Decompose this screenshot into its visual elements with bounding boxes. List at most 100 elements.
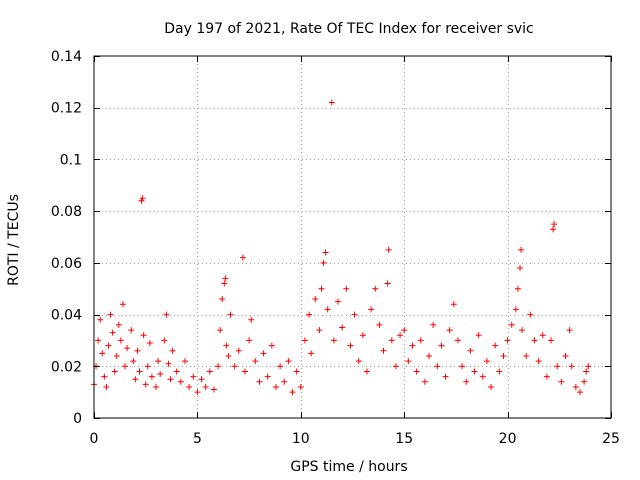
data-point: [450, 301, 457, 308]
data-point: [517, 265, 524, 272]
data-point: [227, 311, 234, 318]
data-point: [122, 363, 129, 370]
data-point: [483, 358, 490, 365]
x-tick-label: 15: [395, 431, 413, 447]
data-point: [264, 373, 271, 380]
data-point: [297, 383, 304, 390]
data-point: [231, 363, 238, 370]
data-point: [124, 345, 131, 352]
data-point: [198, 376, 205, 383]
data-point: [558, 378, 565, 385]
data-point: [385, 246, 392, 253]
data-point: [523, 352, 530, 359]
data-point: [459, 363, 466, 370]
data-point: [508, 321, 515, 328]
data-point: [566, 327, 573, 334]
data-point: [241, 368, 248, 375]
data-point: [405, 358, 412, 365]
data-point: [142, 381, 149, 388]
data-point: [531, 337, 538, 344]
data-point: [281, 378, 288, 385]
y-tick-label: 0.12: [51, 101, 82, 117]
data-point: [384, 280, 391, 287]
data-point: [111, 368, 118, 375]
grid-lines: [94, 56, 611, 418]
data-point: [312, 296, 319, 303]
data-point: [101, 373, 108, 380]
data-point: [139, 195, 146, 202]
x-tick-label: 20: [499, 431, 517, 447]
data-point: [572, 383, 579, 390]
data-point: [543, 373, 550, 380]
data-point: [161, 337, 168, 344]
data-point: [583, 368, 590, 375]
data-point: [136, 368, 143, 375]
axis-ticks: 0 5 10 15 20 25 0 0.02 0.04 0.06 0.08 0.1 0.12 0.14: [51, 49, 620, 447]
data-point: [512, 306, 519, 313]
data-points: [91, 99, 592, 396]
data-point: [163, 311, 170, 318]
data-point: [210, 386, 217, 393]
data-point: [397, 332, 404, 339]
data-point: [320, 259, 327, 266]
data-point: [426, 352, 433, 359]
x-tick-label: 25: [602, 431, 620, 447]
data-point: [239, 254, 246, 261]
data-point: [347, 342, 354, 349]
data-point: [105, 342, 112, 349]
data-point: [380, 347, 387, 354]
data-point: [330, 337, 337, 344]
data-point: [165, 360, 172, 367]
data-point: [446, 327, 453, 334]
chart-title: Day 197 of 2021, Rate Of TEC Index for r…: [164, 21, 534, 37]
data-point: [128, 327, 135, 334]
data-point: [146, 340, 153, 347]
data-point: [409, 342, 416, 349]
y-tick-label: 0.02: [51, 359, 82, 375]
data-point: [527, 311, 534, 318]
data-point: [222, 275, 229, 282]
x-tick-label: 0: [90, 431, 99, 447]
data-point: [285, 358, 292, 365]
data-point: [177, 378, 184, 385]
data-point: [235, 347, 242, 354]
y-tick-label: 0.08: [51, 204, 82, 220]
data-point: [117, 337, 124, 344]
data-point: [95, 337, 102, 344]
data-point: [585, 363, 592, 370]
data-point: [343, 285, 350, 292]
data-point: [308, 350, 315, 357]
data-point: [301, 337, 308, 344]
data-point: [277, 363, 284, 370]
y-tick-label: 0.04: [51, 308, 82, 324]
data-point: [221, 280, 228, 287]
data-point: [225, 352, 232, 359]
data-point: [421, 378, 428, 385]
data-point: [119, 301, 126, 308]
data-point: [316, 327, 323, 334]
data-point: [335, 298, 342, 305]
data-point: [401, 327, 408, 334]
data-point: [181, 358, 188, 365]
data-point: [562, 352, 569, 359]
data-point: [548, 337, 555, 344]
data-point: [463, 378, 470, 385]
data-point: [392, 363, 399, 370]
data-point: [417, 337, 424, 344]
data-point: [496, 368, 503, 375]
data-point: [539, 332, 546, 339]
data-point: [576, 389, 583, 396]
data-point: [339, 324, 346, 331]
y-tick-label: 0.06: [51, 256, 82, 272]
data-point: [132, 376, 139, 383]
data-point: [519, 327, 526, 334]
data-point: [130, 358, 137, 365]
data-point: [260, 350, 267, 357]
data-point: [194, 389, 201, 396]
data-point: [535, 358, 542, 365]
data-point: [148, 373, 155, 380]
data-point: [359, 332, 366, 339]
data-point: [173, 368, 180, 375]
data-point: [272, 383, 279, 390]
